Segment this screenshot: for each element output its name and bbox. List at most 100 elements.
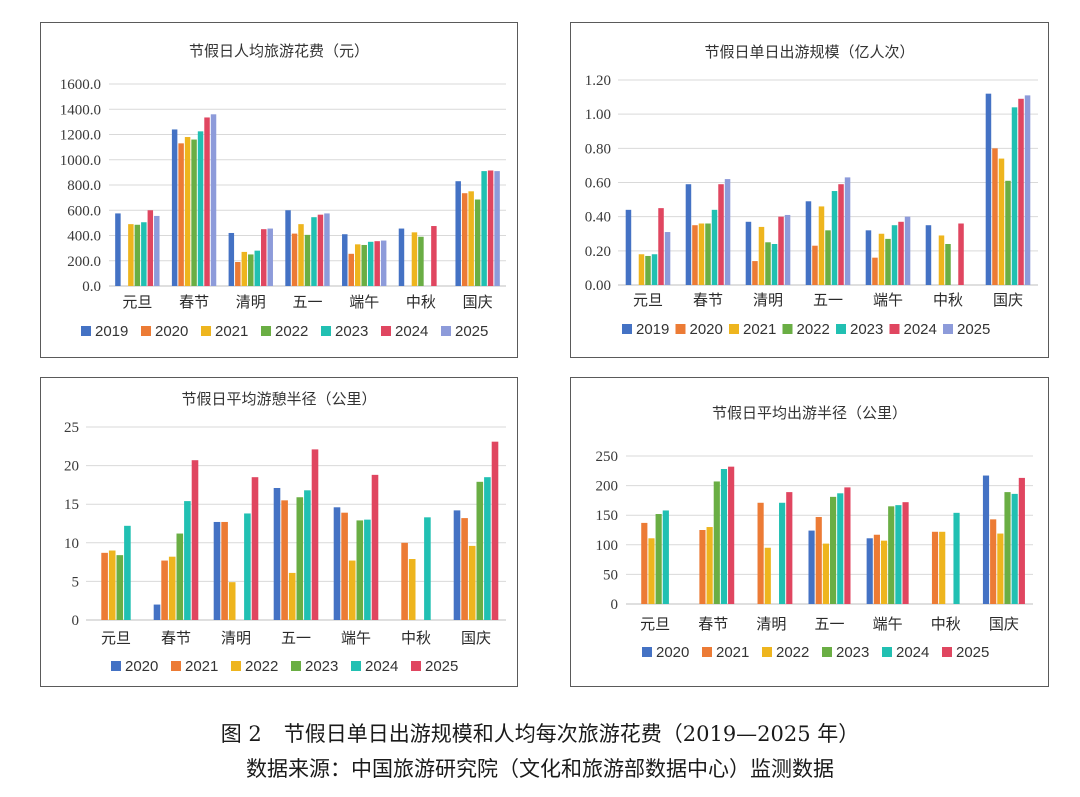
bar-2025-category-4 [380, 240, 387, 286]
y-tick-label: 800.0 [67, 178, 101, 194]
bar-2021-category-3 [281, 500, 288, 620]
bar-2024-category-5 [431, 226, 437, 286]
bar-2020-category-3 [812, 245, 818, 285]
category-label: 元旦 [101, 629, 131, 647]
bar-2022-category-5 [418, 236, 424, 286]
bar-2023-category-1 [713, 481, 720, 604]
bar-2025-category-3 [311, 449, 319, 620]
y-tick-label: 600.0 [67, 203, 101, 219]
bar-2022-category-2 [765, 242, 771, 285]
bar-2023-category-0 [651, 254, 658, 285]
bar-2021-category-5 [938, 235, 945, 285]
bar-2019-category-6 [455, 181, 461, 286]
bar-2025-category-6 [1018, 477, 1025, 604]
bar-2023-category-4 [891, 225, 898, 285]
y-tick-label: 1200.0 [60, 128, 101, 144]
bar-2020-category-6 [982, 475, 990, 604]
legend-label-2023: 2023 [850, 321, 883, 338]
chart-title: 节假日人均旅游花费（元） [189, 42, 369, 60]
bar-2021-category-1 [184, 137, 191, 286]
bar-2022-category-5 [939, 531, 946, 604]
bar-2023-category-1 [176, 533, 184, 620]
bar-2023-category-0 [141, 222, 147, 286]
legend-label-2020: 2020 [155, 323, 188, 340]
legend-label-2024: 2024 [365, 658, 398, 675]
bar-2019-category-6 [985, 93, 992, 285]
bar-2022-category-1 [191, 139, 197, 286]
legend-swatch-2025 [411, 661, 421, 671]
bar-2021-category-0 [101, 552, 108, 620]
legend-label-2022: 2022 [776, 644, 809, 661]
chart-panel-travel-radius: 节假日平均出游半径（公里） 0 50 100 150 200 250 元旦 春节 清明 五一 端午 中秋… [570, 377, 1049, 687]
y-tick-label: 15 [64, 497, 79, 513]
y-tick-label: 1.20 [585, 73, 611, 89]
bar-2024-category-2 [261, 229, 267, 286]
bar-2021-category-2 [241, 251, 248, 286]
bar-2022-category-1 [706, 527, 713, 604]
category-label: 端午 [349, 293, 379, 311]
y-tick-label: 1600.0 [60, 77, 101, 93]
bar-2024-category-0 [662, 510, 669, 604]
bar-2021-category-1 [699, 530, 706, 604]
y-tick-label: 200 [596, 479, 619, 495]
legend-swatch-2020 [642, 647, 652, 657]
bar-2024-category-2 [244, 513, 251, 620]
bar-2024-category-2 [779, 502, 786, 604]
legend-label-2021: 2021 [743, 321, 776, 338]
category-label: 国庆 [989, 615, 1019, 633]
legend-swatch-2020 [675, 324, 686, 334]
category-label: 清明 [236, 293, 266, 311]
bar-2022-category-4 [348, 560, 356, 620]
bar-2020-category-3 [291, 233, 298, 286]
legend-swatch-2023 [291, 661, 301, 671]
bar-2019-category-0 [625, 209, 632, 285]
bar-2021-category-4 [341, 512, 348, 620]
bar-2024-category-3 [837, 493, 844, 604]
y-tick-label: 0 [611, 597, 619, 613]
bar-2021-category-5 [931, 531, 939, 604]
bar-2020-category-1 [153, 604, 161, 620]
bar-2023-category-2 [771, 244, 778, 285]
bar-2020-category-3 [273, 487, 281, 620]
bar-2024-category-1 [720, 469, 728, 604]
bar-2023-category-3 [831, 191, 838, 285]
bar-2020-category-6 [992, 148, 998, 285]
bar-2022-category-3 [288, 572, 296, 620]
bar-2025-category-1 [191, 460, 199, 620]
bar-2023-category-2 [254, 250, 261, 286]
bar-2023-category-4 [356, 520, 364, 620]
y-tick-label: 150 [596, 508, 619, 524]
bar-2019-category-2 [745, 221, 752, 285]
category-label: 国庆 [463, 293, 493, 311]
legend-label-2020: 2020 [690, 321, 723, 338]
bar-2024-category-6 [1018, 98, 1024, 285]
y-tick-label: 1400.0 [60, 102, 101, 118]
legend-swatch-2020 [111, 661, 121, 671]
category-label: 国庆 [461, 629, 491, 647]
bar-2025-category-0 [664, 232, 671, 285]
category-label: 春节 [698, 615, 728, 633]
bar-2023-category-3 [830, 496, 837, 604]
bar-2020-category-2 [752, 261, 758, 285]
bar-2023-category-4 [367, 241, 374, 286]
bar-2022-category-0 [108, 550, 116, 620]
bar-2023-category-6 [481, 171, 487, 286]
legend-swatch-2024 [381, 326, 391, 336]
legend-swatch-2022 [782, 324, 793, 334]
bar-2022-category-4 [880, 540, 888, 604]
bar-2022-category-4 [361, 244, 367, 286]
bar-2025-category-3 [324, 213, 330, 286]
bar-2023-category-4 [888, 506, 895, 604]
category-label: 端午 [873, 291, 903, 309]
y-tick-label: 1.00 [585, 107, 611, 123]
bar-2021-category-6 [461, 518, 468, 620]
y-tick-label: 0.20 [585, 244, 611, 260]
bar-2022-category-6 [997, 533, 1004, 604]
chart-title: 节假日平均出游半径（公里） [712, 404, 907, 422]
y-tick-label: 25 [64, 420, 79, 436]
bar-2025-category-6 [1024, 95, 1031, 286]
category-label: 中秋 [401, 629, 431, 647]
bar-2024-category-1 [184, 501, 191, 620]
figure-label: 图 2 [220, 722, 262, 746]
